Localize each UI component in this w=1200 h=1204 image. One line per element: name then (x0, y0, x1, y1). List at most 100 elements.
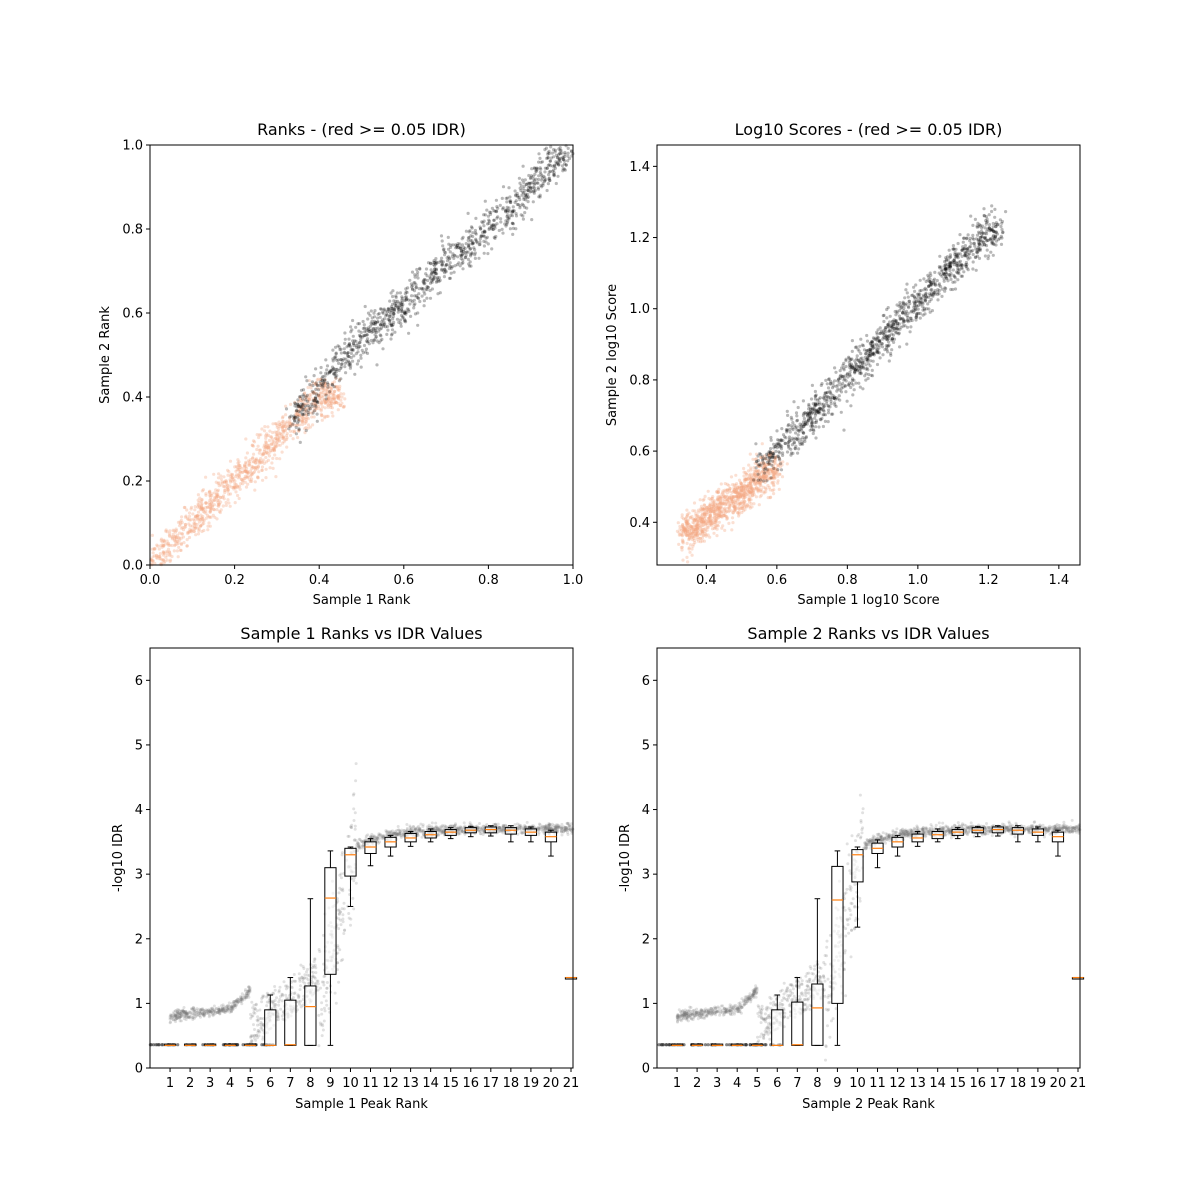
scatter-point (365, 329, 368, 332)
scatter-point (961, 275, 964, 278)
scatter-point (460, 254, 463, 257)
scatter-point (814, 397, 817, 400)
scatter-point (702, 499, 705, 502)
scatter-point (952, 247, 955, 250)
scatter-point (404, 292, 407, 295)
scatter-point (533, 186, 536, 189)
scatter-point (159, 557, 162, 560)
scatter-point (479, 226, 482, 229)
scatter-point (862, 365, 865, 368)
scatter-point (782, 433, 785, 436)
scatter-point (795, 411, 798, 414)
scatter-point (537, 174, 540, 177)
scatter-point (506, 206, 509, 209)
scatter-point (448, 264, 451, 267)
scatter-point (353, 373, 356, 376)
scatter-point (429, 297, 432, 300)
scatter-point (700, 528, 703, 531)
scatter-point (961, 249, 964, 252)
scatter-point (478, 243, 481, 246)
scatter-point (823, 404, 826, 407)
scatter-point (906, 291, 909, 294)
scatter-point (181, 521, 184, 524)
scatter-point (730, 475, 733, 478)
scatter-point (829, 392, 832, 395)
scatter-point (705, 506, 708, 509)
scatter-point (890, 348, 893, 351)
scatter-point (385, 313, 388, 316)
scatter-point (378, 341, 381, 344)
scatter-point (449, 261, 452, 264)
scatter-point (347, 338, 350, 341)
scatter-point (889, 354, 892, 357)
scatter-point (907, 306, 910, 309)
scatter-point (711, 507, 714, 510)
scatter-point (193, 508, 196, 511)
scatter-point (882, 336, 885, 339)
scatter-point (567, 147, 570, 150)
scatter-point (559, 149, 562, 152)
scatter-point (678, 528, 681, 531)
scatter-point (762, 479, 765, 482)
scatter-point (177, 521, 180, 524)
scatter-point (760, 488, 763, 491)
scatter-point (882, 314, 885, 317)
scatter-point (785, 429, 788, 432)
scatter-point (852, 367, 855, 370)
scatter-point (769, 468, 772, 471)
scatter-point (391, 317, 394, 320)
scatter-point (984, 236, 987, 239)
scatter-point (199, 506, 202, 509)
scatter-point (391, 328, 394, 331)
scatter-point (528, 185, 531, 188)
scatter-point (449, 250, 452, 253)
scatter-point (913, 290, 916, 293)
scatter-point (177, 542, 180, 545)
scatter-point (392, 310, 395, 313)
scatter-point (776, 482, 779, 485)
ranks-y-label: Sample 2 Rank (98, 306, 113, 404)
scatter-point (738, 512, 741, 515)
scatter-point (443, 271, 446, 274)
scatter-point (504, 209, 507, 212)
scatter-point (313, 415, 316, 418)
scatter-point (743, 496, 746, 499)
scatter-point (953, 258, 956, 261)
scatter-point (748, 482, 751, 485)
scatter-point (418, 267, 421, 270)
scatter-point (323, 416, 326, 419)
scatter-point (184, 523, 187, 526)
scatter-point (359, 357, 362, 360)
idr-point (338, 891, 341, 894)
scatter-point (795, 414, 798, 417)
scatter-point (747, 464, 750, 467)
scatter-point (987, 257, 990, 260)
scatter-point (159, 552, 162, 555)
scatter-point (554, 150, 557, 153)
scatter-point (734, 503, 737, 506)
scatter-point (297, 427, 300, 430)
scatter-point (948, 269, 951, 272)
scatter-point (565, 164, 568, 167)
scatter-point (978, 257, 981, 260)
scatter-point (244, 481, 247, 484)
scatter-point (291, 423, 294, 426)
scatter-point (453, 271, 456, 274)
scatter-point (789, 430, 792, 433)
scatter-point (357, 359, 360, 362)
scatter-point (707, 497, 710, 500)
scatter-point (430, 268, 433, 271)
scatter-point (938, 265, 941, 268)
scatter-point (522, 187, 525, 190)
scatter-point (351, 319, 354, 322)
scatter-point (814, 390, 817, 393)
scatter-point (925, 295, 928, 298)
scatter-point (176, 549, 179, 552)
scatter-point (829, 382, 832, 385)
scatter-point (356, 350, 359, 353)
y-tick-label: 1.2 (629, 231, 650, 246)
scatter-point (712, 500, 715, 503)
scatter-point (897, 328, 900, 331)
scatter-point (796, 452, 799, 455)
